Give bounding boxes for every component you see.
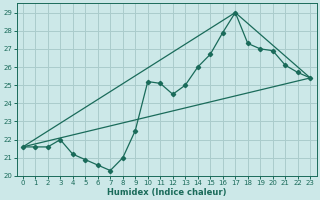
- X-axis label: Humidex (Indice chaleur): Humidex (Indice chaleur): [107, 188, 226, 197]
